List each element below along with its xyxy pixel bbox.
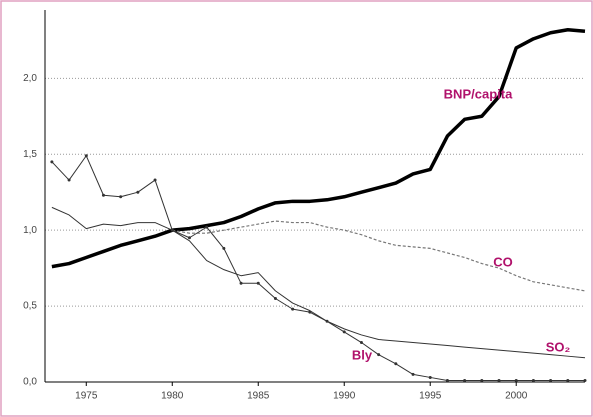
point xyxy=(394,362,398,366)
y-tick-label: 0,0 xyxy=(23,377,37,388)
point xyxy=(359,341,363,345)
series-label: CO xyxy=(493,254,513,269)
x-tick-label: 1990 xyxy=(333,391,356,402)
point xyxy=(377,353,381,357)
series-label: BNP/capita xyxy=(444,86,513,101)
point xyxy=(119,195,123,199)
point xyxy=(50,160,54,164)
x-tick-label: 1985 xyxy=(247,391,270,402)
point xyxy=(187,236,191,240)
point xyxy=(428,375,432,379)
x-tick-label: 1975 xyxy=(75,391,98,402)
point xyxy=(239,281,243,285)
series-label: SO₂ xyxy=(546,339,571,354)
point xyxy=(583,378,587,382)
x-tick-label: 2000 xyxy=(505,391,528,402)
point xyxy=(84,154,88,158)
point xyxy=(342,330,346,334)
point xyxy=(67,178,71,182)
series-label: Bly xyxy=(352,347,373,362)
point xyxy=(497,378,501,382)
point xyxy=(222,246,226,250)
y-tick-label: 0,5 xyxy=(23,301,37,312)
y-tick-label: 1,5 xyxy=(23,149,37,160)
series-line xyxy=(51,206,586,359)
point xyxy=(153,178,157,182)
point xyxy=(549,378,553,382)
point xyxy=(566,378,570,382)
point xyxy=(101,193,105,197)
point xyxy=(273,296,277,300)
point xyxy=(205,225,209,229)
point xyxy=(445,378,449,382)
point xyxy=(291,307,295,311)
y-tick-label: 1,0 xyxy=(23,225,37,236)
x-tick-label: 1980 xyxy=(161,391,184,402)
point xyxy=(170,228,174,232)
point xyxy=(411,372,415,376)
series-line xyxy=(172,220,586,292)
point xyxy=(514,378,518,382)
point xyxy=(308,310,312,314)
series-line xyxy=(51,27,586,269)
point xyxy=(136,190,140,194)
point xyxy=(463,378,467,382)
point xyxy=(325,319,329,323)
x-tick-label: 1995 xyxy=(419,391,442,402)
point xyxy=(480,378,484,382)
point xyxy=(256,281,260,285)
point xyxy=(531,378,535,382)
y-tick-label: 2,0 xyxy=(23,73,37,84)
series-line xyxy=(51,155,585,381)
